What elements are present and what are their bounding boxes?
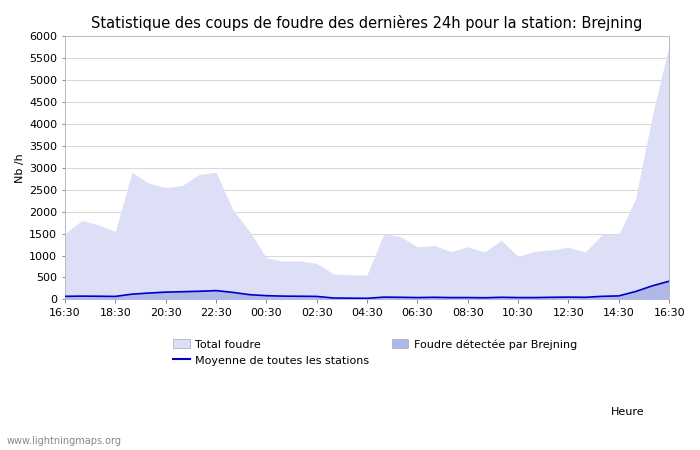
Y-axis label: Nb /h: Nb /h (15, 153, 25, 183)
Text: www.lightningmaps.org: www.lightningmaps.org (7, 436, 122, 446)
Title: Statistique des coups de foudre des dernières 24h pour la station: Brejning: Statistique des coups de foudre des dern… (92, 15, 643, 31)
Text: Heure: Heure (610, 407, 644, 417)
Legend: Total foudre, Moyenne de toutes les stations, Foudre détectée par Brejning: Total foudre, Moyenne de toutes les stat… (173, 339, 578, 366)
